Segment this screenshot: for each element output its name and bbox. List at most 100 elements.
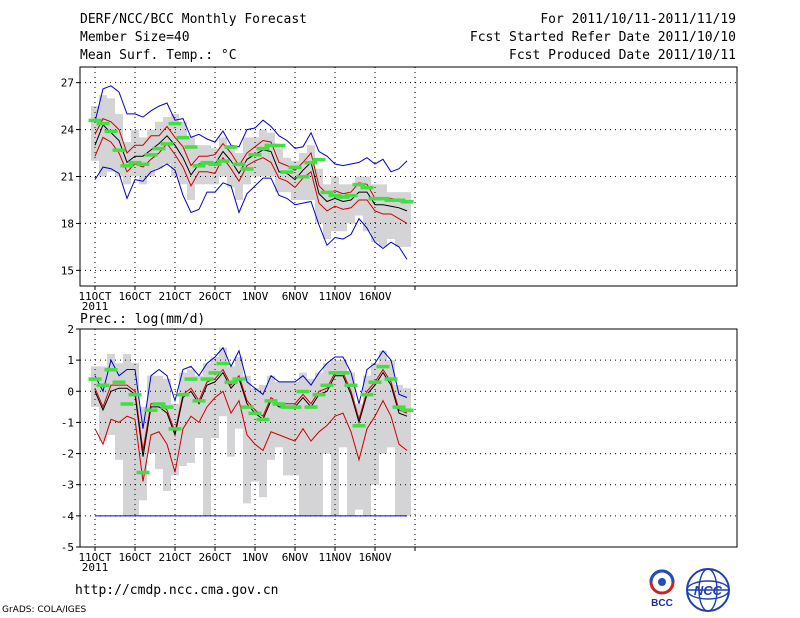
prec-spread-box — [123, 353, 131, 516]
temp-xtick-label: 1NOV — [242, 290, 269, 303]
temp-median-mark — [184, 145, 198, 149]
temp-spread-box — [211, 148, 219, 185]
ncc-logo: NCC — [686, 568, 730, 612]
temp-spread-box — [107, 98, 115, 172]
prec-median-mark — [96, 383, 110, 388]
prec-year-label: 2011 — [82, 561, 109, 574]
prec-spread-box — [227, 366, 235, 457]
temp-spread-box — [347, 184, 355, 224]
temp-median-mark — [304, 160, 318, 165]
temp-xtick-label: 26OCT — [198, 290, 231, 303]
source-url[interactable]: http://cmdp.ncc.cma.gov.cn — [75, 583, 279, 598]
temp-median-mark — [176, 135, 190, 140]
prec-median-mark — [216, 361, 230, 366]
temp-median-mark — [168, 121, 182, 126]
temp-xtick-label: 6NOV — [282, 290, 309, 303]
temp-median-mark — [344, 193, 358, 198]
prec-spread-box — [283, 381, 291, 476]
temp-median-mark — [160, 142, 174, 146]
temp-spread-box — [179, 121, 187, 185]
temp-spread-box — [147, 129, 155, 177]
temp-ytick-label: 18 — [61, 217, 74, 230]
prec-median-mark — [256, 417, 270, 422]
prec-ytick-label: -4 — [61, 510, 75, 523]
prec-plot-frame — [79, 328, 738, 548]
temp-ytick-label: 27 — [61, 77, 74, 90]
prec-median-mark — [168, 427, 182, 431]
prec-median-mark — [328, 371, 342, 375]
temp-median-mark — [352, 182, 366, 187]
prec-xtick-label: 16NOV — [358, 551, 391, 564]
prec-median-mark — [400, 408, 414, 412]
svg-text:NCC: NCC — [694, 583, 723, 598]
temp-spread-box — [403, 192, 411, 247]
prec-spread-box — [395, 385, 403, 516]
prec-spread-box — [363, 375, 371, 516]
temp-spread-box — [243, 137, 251, 185]
prec-spread-box — [275, 381, 283, 448]
prec-ytick-label: 0 — [67, 385, 74, 398]
temp-spread-box — [339, 184, 347, 232]
prec-spread-box — [371, 363, 379, 485]
prec-ytick-label: 2 — [67, 323, 74, 336]
prec-spread-box — [147, 375, 155, 454]
prec-median-mark — [248, 411, 262, 416]
temp-spread-box — [99, 95, 107, 177]
temp-spread-box — [187, 137, 195, 200]
prec-median-mark — [336, 371, 350, 375]
temp-median-mark — [208, 162, 222, 166]
temp-xtick-label: 11NOV — [318, 290, 351, 303]
prec-median-mark — [264, 399, 278, 403]
temp-spread-box — [363, 176, 371, 232]
prec-median-mark — [312, 392, 326, 397]
temp-median-mark — [392, 198, 406, 202]
prec-spread-box — [203, 363, 211, 516]
temp-xtick-label: 21OCT — [158, 290, 191, 303]
temp-median-mark — [104, 129, 118, 134]
prec-xtick-label: 6NOV — [282, 551, 309, 564]
prec-median-mark — [176, 392, 190, 397]
temp-median-mark — [96, 121, 110, 126]
temp-spread-box — [203, 145, 211, 185]
prec-median-mark — [200, 377, 214, 381]
temp-median-mark — [152, 146, 166, 151]
temp-spread-box — [275, 145, 283, 193]
prec-spread-box — [387, 360, 395, 448]
prec-median-mark — [344, 383, 358, 388]
prec-ytick-label: -2 — [61, 448, 74, 461]
prec-spread-box — [219, 347, 227, 417]
temp-spread-box — [115, 113, 123, 177]
prec-spread-box — [403, 388, 411, 516]
prec-spread-box — [91, 366, 99, 407]
chart-title: DERF/NCC/BCC Monthly Forecast — [80, 12, 307, 27]
prec-median-mark — [288, 405, 302, 409]
prec-upper-outer-line — [94, 346, 408, 429]
svg-text:BCC: BCC — [651, 598, 673, 609]
prec-spread-box — [243, 375, 251, 504]
temp-median-mark — [224, 145, 238, 149]
prec-xtick-label: 21OCT — [158, 551, 191, 564]
prec-upper-inner-line — [94, 368, 408, 451]
prec-spread-box — [107, 353, 115, 435]
member-size-label: Member Size=40 — [80, 30, 190, 45]
temp-year-label: 2011 — [82, 300, 109, 313]
prec-spread-box — [115, 363, 123, 460]
temp-spread-box — [123, 142, 131, 185]
temp-median-mark — [192, 164, 206, 168]
temp-median-mark — [312, 157, 326, 162]
bcc-logo: BCC — [649, 569, 675, 609]
prec-spread-box — [163, 378, 171, 491]
prec-spread-box — [195, 375, 203, 438]
temp-median-mark — [280, 170, 294, 174]
forecast-produced-date: Fcst Produced Date 2011/10/11 — [509, 48, 736, 63]
prec-median-mark — [304, 405, 318, 409]
temp-median-mark — [128, 160, 142, 165]
temp-median-mark — [232, 162, 246, 166]
prec-median-mark — [232, 377, 246, 381]
prec-spread-box — [99, 366, 107, 442]
grads-credit: GrADS: COLA/IGES — [2, 605, 87, 615]
temp-spread-box — [227, 145, 235, 188]
prec-median-mark — [352, 424, 366, 428]
prec-median-mark — [192, 399, 206, 403]
prec-median-mark — [240, 405, 254, 409]
